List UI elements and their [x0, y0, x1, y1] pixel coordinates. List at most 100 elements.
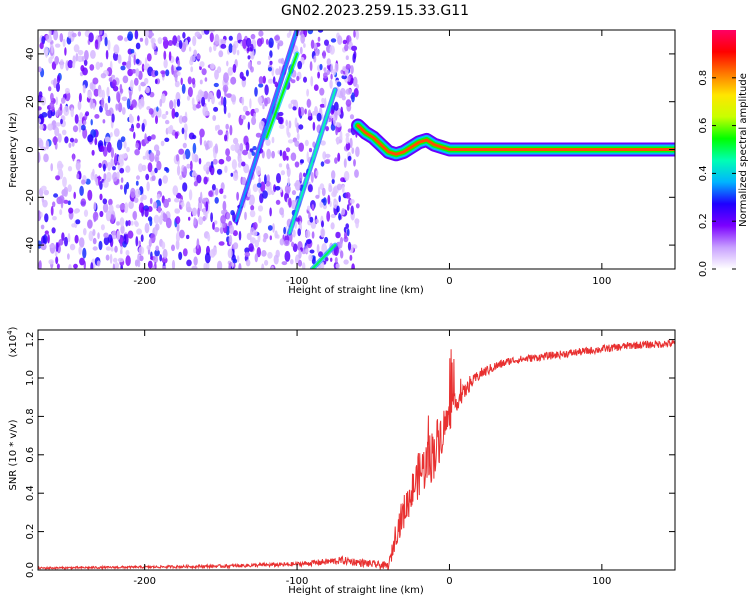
spectrogram-noise-speck	[147, 162, 153, 173]
spectrogram-noise-speck	[194, 31, 201, 38]
spectrogram-noise-speck	[120, 249, 123, 255]
spectrogram-noise-speck	[294, 179, 301, 191]
spectrogram-noise-speck	[299, 46, 303, 55]
spectrogram-noise-speck	[345, 192, 351, 199]
spectrogram-noise-speck	[162, 212, 166, 219]
spectrogram-noise-speck	[181, 115, 188, 123]
spectrogram-noise-speck	[216, 124, 220, 130]
spectrogram-noise-speck	[62, 176, 67, 188]
spectrogram-noise-speck	[135, 236, 139, 247]
spectrogram-noise-speck	[173, 99, 177, 109]
spectrogram-noise-speck	[116, 91, 121, 102]
spectrogram-noise-speck	[203, 90, 209, 100]
spectrogram-noise-speck	[258, 83, 264, 88]
spectrogram-noise-speck	[138, 84, 141, 92]
spectrogram-noise-speck	[334, 157, 338, 164]
spectrogram-noise-speck	[154, 249, 160, 257]
spectrogram-noise-speck	[290, 199, 297, 210]
spectrogram-noise-speck	[252, 222, 258, 230]
spectrogram-noise-speck	[91, 149, 95, 156]
spectrogram-noise-speck	[75, 219, 81, 225]
spectrogram-noise-speck	[63, 186, 69, 197]
spectrogram-noise-speck	[279, 238, 285, 246]
spectrogram-noise-speck	[205, 201, 209, 212]
spectrogram-noise-speck	[89, 82, 94, 90]
spectrogram-noise-speck	[159, 254, 163, 262]
spectrogram-noise-speck	[98, 240, 103, 251]
spectrogram-noise-speck	[310, 76, 314, 87]
spectrogram-noise-speck	[307, 116, 313, 121]
spectrogram-noise-speck	[134, 30, 139, 40]
spectrogram-noise-speck	[290, 152, 297, 161]
spectrogram-noise-speck	[292, 106, 297, 111]
spectrogram-noise-speck	[56, 82, 60, 92]
spectrogram-noise-speck	[117, 35, 124, 41]
spectrogram-noise-speck	[346, 228, 350, 237]
spectrogram-noise-speck	[297, 259, 303, 267]
spectrogram-noise-speck	[208, 190, 214, 197]
spectrogram-noise-speck	[344, 231, 348, 240]
spectrogram-noise-speck	[103, 232, 109, 238]
spectrogram-noise-speck	[232, 172, 239, 181]
spectrogram-noise-speck	[208, 140, 213, 148]
spectrogram-noise-speck	[296, 122, 300, 134]
spectrogram-noise-speck	[158, 178, 162, 187]
spectrogram-noise-speck	[286, 163, 290, 170]
spectrogram-noise-speck	[292, 243, 298, 252]
spectrogram-noise-speck	[38, 118, 42, 124]
spectrogram-noise-speck	[129, 115, 134, 124]
spectrogram-noise-speck	[134, 259, 139, 267]
spectrogram-noise-speck	[336, 136, 340, 145]
spectrogram-noise-speck	[275, 68, 280, 76]
spectrogram-noise-speck	[305, 229, 311, 238]
spectrogram-noise-speck	[159, 98, 163, 107]
spectrogram-noise-speck	[119, 217, 125, 227]
spectrogram-noise-speck	[254, 86, 258, 97]
spectrogram-noise-speck	[230, 172, 234, 177]
spectrogram-noise-speck	[355, 220, 359, 229]
spectrogram-noise-speck	[341, 95, 346, 101]
spectrogram-noise-speck	[67, 200, 71, 206]
spectrogram-noise-speck	[308, 254, 313, 262]
spectrogram-noise-speck	[207, 233, 211, 242]
spectrogram-noise-speck	[214, 227, 220, 233]
spectrogram-noise-speck	[231, 159, 237, 170]
spectrogram-noise-speck	[102, 202, 109, 213]
spectrogram-noise-speck	[326, 69, 331, 76]
spectrogram-noise-speck	[203, 207, 206, 216]
spectrogram-noise-speck	[101, 97, 105, 109]
spectrogram-noise-speck	[326, 210, 331, 222]
spectrogram-noise-speck	[99, 30, 103, 36]
spectrogram-noise-speck	[199, 128, 205, 138]
spectrogram-noise-speck	[340, 177, 345, 183]
spectrogram-noise-speck	[305, 248, 309, 253]
snr-y-tick-label: 0.4	[25, 485, 36, 501]
spectrogram-noise-speck	[214, 197, 219, 204]
spectrogram-noise-speck	[81, 55, 85, 62]
spectrogram-noise-speck	[167, 126, 173, 134]
spectrogram-noise-speck	[269, 60, 273, 65]
spectrogram-noise-speck	[326, 64, 331, 70]
spectrogram-noise-speck	[297, 60, 303, 70]
spectrogram-noise-speck	[212, 221, 215, 230]
spectrogram-noise-speck	[168, 51, 172, 61]
spectrogram-noise-speck	[41, 112, 48, 118]
spectrogram-noise-speck	[144, 57, 148, 67]
spectrogram-noise-speck	[256, 247, 261, 258]
spectrogram-noise-speck	[167, 197, 171, 203]
spectrogram-noise-speck	[330, 213, 336, 219]
snr-y-multiplier: (x104)	[6, 326, 19, 357]
spectrogram-noise-speck	[278, 163, 283, 168]
spectrogram-noise-speck	[276, 173, 281, 184]
spectrogram-noise-speck	[156, 193, 161, 200]
spectrogram-noise-speck	[146, 181, 150, 192]
spectrogram-noise-speck	[138, 202, 145, 213]
spectrogram-noise-speck	[38, 260, 42, 269]
spectrogram-noise-speck	[83, 120, 87, 125]
spectrogram-noise-speck	[321, 243, 328, 255]
spectrogram-noise-speck	[176, 98, 181, 107]
spectrogram-noise-speck	[255, 165, 262, 176]
spectrogram-noise-speck	[140, 234, 144, 242]
spectrogram-noise-speck	[205, 111, 210, 116]
spectrogram-noise-speck	[258, 215, 262, 224]
